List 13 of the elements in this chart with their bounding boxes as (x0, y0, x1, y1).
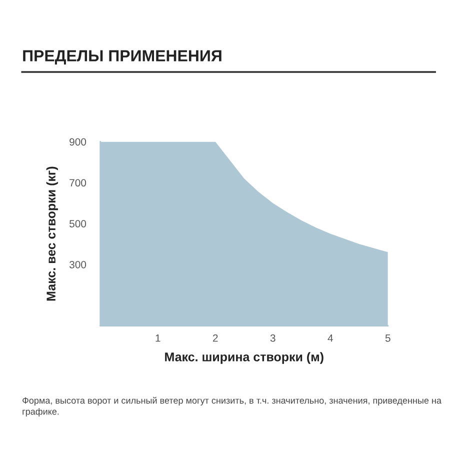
x-tick-label: 2 (213, 334, 218, 342)
x-axis-title: Макс. ширина створки (м) (165, 352, 324, 364)
y-axis-title: Макс. вес створки (кг) (46, 166, 58, 301)
chart-title: ПРЕДЕЛЫ ПРИМЕНЕНИЯ (23, 50, 222, 64)
x-tick-label: 4 (328, 334, 333, 342)
x-tick-label: 1 (156, 334, 160, 342)
y-tick-label: 700 (70, 179, 86, 187)
text: Форма, высота ворот и сильный ветер могут снизить, в т.ч. значительно, значения, приведенные на графике. (22, 396, 442, 417)
y-tick-label: 300 (69, 260, 86, 268)
y-tick-label: 500 (70, 220, 86, 228)
y-tick-label: 900 (70, 138, 86, 146)
x-tick-label: 5 (385, 334, 390, 342)
x-tick-label: 3 (270, 334, 276, 342)
